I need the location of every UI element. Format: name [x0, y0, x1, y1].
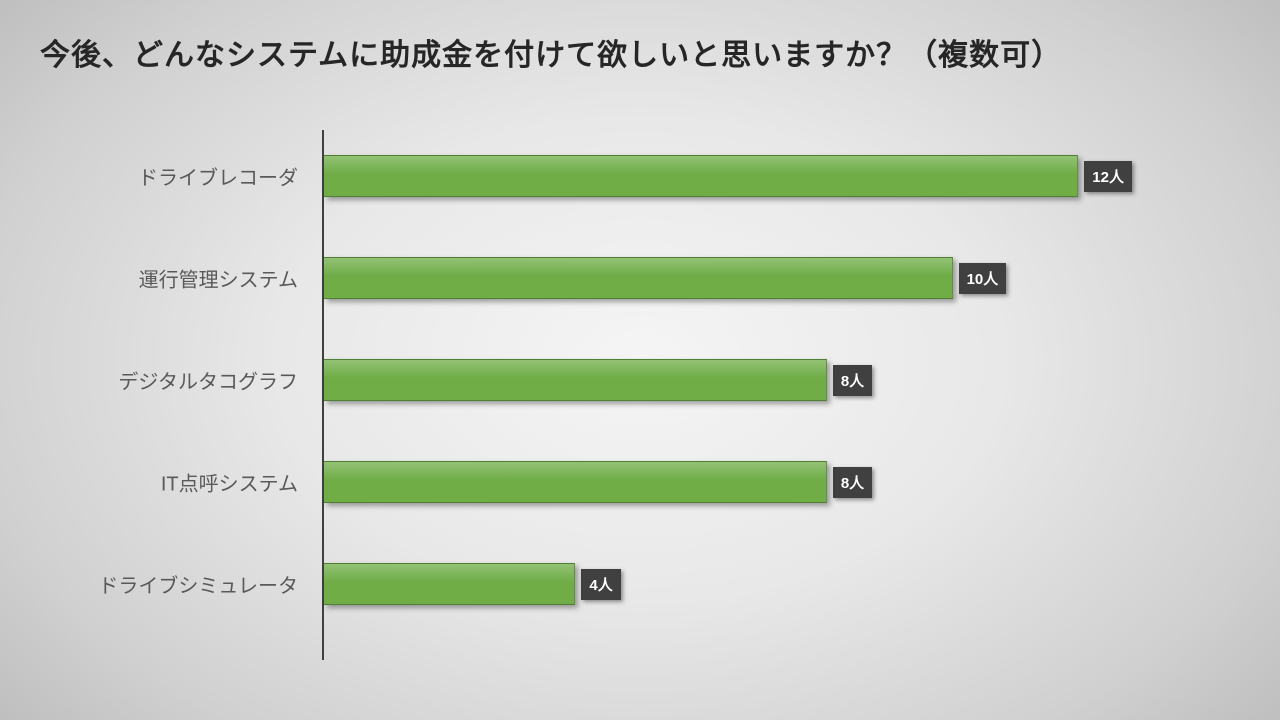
chart-title: 今後、どんなシステムに助成金を付けて欲しいと思いますか？（複数可）	[40, 30, 1240, 74]
bar	[324, 155, 1078, 197]
data-label: 8人	[833, 467, 872, 498]
bar	[324, 461, 827, 503]
data-label: 8人	[833, 365, 872, 396]
category-label: 運行管理システム	[58, 264, 298, 293]
slide: 今後、どんなシステムに助成金を付けて欲しいと思いますか？（複数可） ドライブレコ…	[0, 0, 1280, 720]
category-label: ドライブレコーダ	[58, 162, 298, 191]
bar-row: 12人	[324, 155, 1202, 197]
y-axis-labels: ドライブレコーダ運行管理システムデジタルタコグラフ IT点呼システムドライブシミュ…	[60, 130, 310, 670]
bar-row: 8人	[324, 461, 1202, 503]
category-label: IT点呼システム	[58, 468, 298, 497]
data-label: 4人	[581, 569, 620, 600]
data-label: 10人	[959, 263, 1007, 294]
bar-row: 10人	[324, 257, 1202, 299]
bar	[324, 257, 953, 299]
chart: ドライブレコーダ運行管理システムデジタルタコグラフ IT点呼システムドライブシミュ…	[60, 130, 1220, 670]
data-label: 12人	[1084, 161, 1132, 192]
bar-row: 8人	[324, 359, 1202, 401]
bar	[324, 563, 575, 605]
category-label: ドライブシミュレータ	[58, 570, 298, 599]
bar-row: 4人	[324, 563, 1202, 605]
bar	[324, 359, 827, 401]
category-label: デジタルタコグラフ	[58, 366, 298, 395]
plot-area: 12人 10人 8人 8人 4人	[322, 130, 1202, 660]
